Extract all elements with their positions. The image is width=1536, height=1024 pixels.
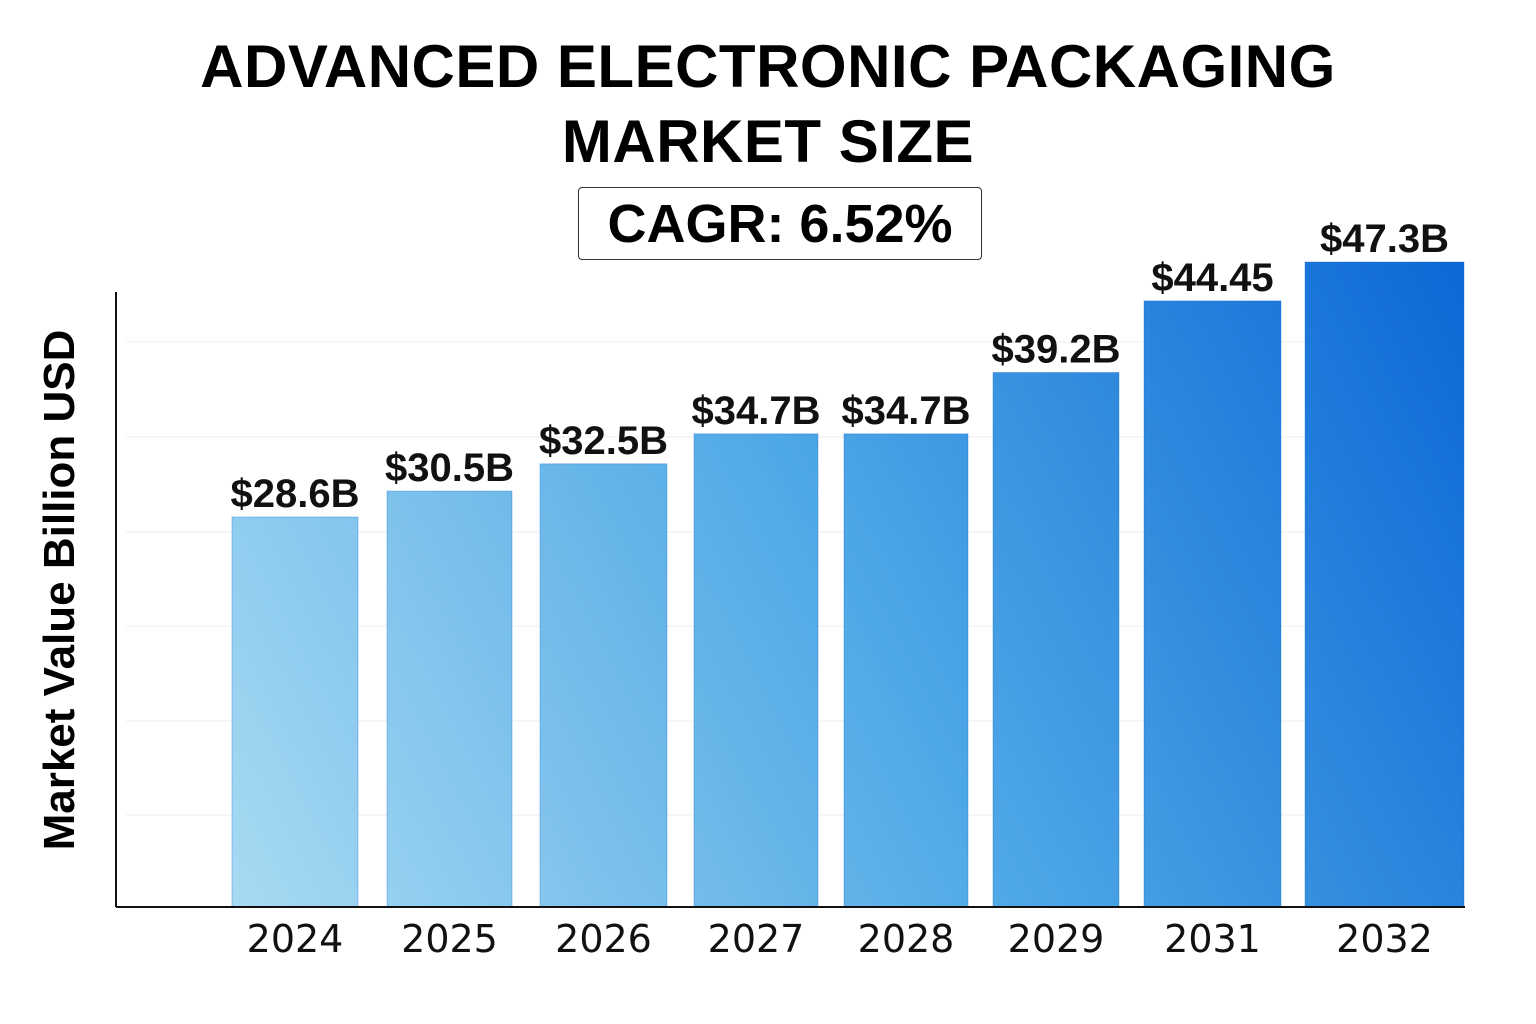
- bar-value-label: $28.6B: [231, 472, 360, 516]
- bar-value-label: $39.2B: [992, 327, 1121, 371]
- x-tick-label: 2029: [1008, 917, 1105, 961]
- bar-2026: [539, 463, 668, 908]
- bar-2031: [1143, 300, 1282, 908]
- bar-value-label: $30.5B: [385, 446, 514, 490]
- bar-value-label: $34.7B: [692, 389, 821, 433]
- x-tick-label: 2031: [1164, 917, 1261, 961]
- x-tick-label: 2024: [247, 917, 344, 961]
- bar-2032: [1304, 261, 1465, 908]
- x-tick-label: 2025: [401, 917, 498, 961]
- bar-value-label: $44.45: [1151, 256, 1273, 300]
- bar-2027: [693, 433, 819, 908]
- x-tick-label: 2028: [858, 917, 955, 961]
- x-tick-label: 2026: [555, 917, 652, 961]
- cagr-badge: CAGR: 6.52%: [578, 187, 982, 260]
- x-tick-label: 2027: [708, 917, 805, 961]
- bar-2025: [386, 490, 513, 908]
- bar-2029: [992, 371, 1120, 908]
- x-tick-label: 2032: [1336, 917, 1433, 961]
- bar-value-label: $47.3B: [1320, 217, 1449, 261]
- bar-value-label: $32.5B: [539, 419, 668, 463]
- chart-title-line2: MARKET SIZE: [561, 108, 975, 175]
- bar-2028: [843, 433, 969, 908]
- cagr-text: CAGR: 6.52%: [607, 193, 953, 254]
- chart-title: ADVANCED ELECTRONIC PACKAGING: [200, 33, 1336, 100]
- bar-2024: [231, 516, 359, 908]
- bar-value-label: $34.7B: [842, 389, 971, 433]
